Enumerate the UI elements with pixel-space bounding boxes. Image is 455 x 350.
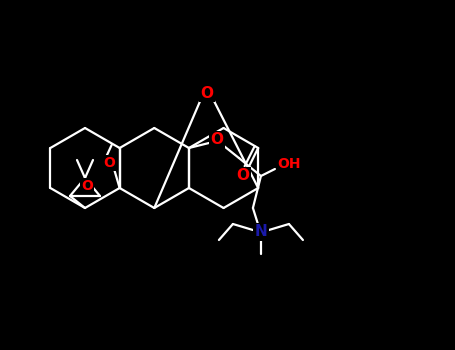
Text: N: N [254,224,267,239]
Text: O: O [237,168,250,183]
Text: O: O [104,156,116,170]
Text: O: O [210,133,223,147]
Text: O: O [81,179,93,193]
Text: OH: OH [277,157,301,171]
Text: O: O [201,85,213,100]
